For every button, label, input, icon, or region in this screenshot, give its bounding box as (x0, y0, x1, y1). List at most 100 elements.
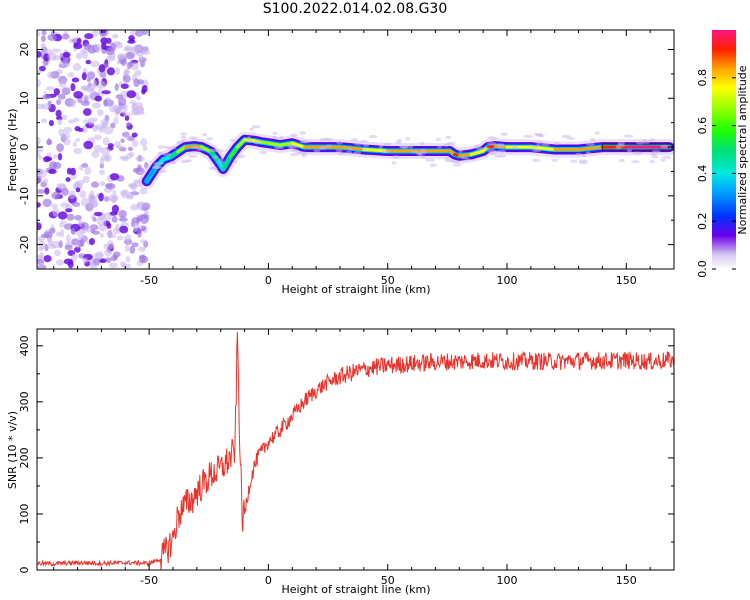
ridge-speck (350, 138, 358, 142)
noise-blob (107, 143, 114, 148)
ridge-speck (272, 131, 278, 135)
noise-blob (136, 96, 142, 101)
ridge-speck (360, 139, 368, 143)
noise-blob (38, 169, 47, 179)
noise-blob (67, 72, 75, 78)
ridge-speck (391, 161, 397, 165)
noise-blob (93, 211, 103, 217)
colorbar-tick-label: 0.6 (696, 117, 709, 135)
noise-blob (104, 248, 113, 257)
ridge-speck (180, 159, 189, 164)
colorbar-tick-label: 0.0 (696, 260, 709, 278)
ridge-speck (594, 131, 601, 135)
noise-blob (76, 38, 82, 45)
ridge-speck (325, 144, 333, 148)
noise-blob (81, 163, 89, 168)
noise-blob (130, 45, 141, 55)
ridge-speck (354, 142, 363, 146)
noise-blob (138, 246, 146, 252)
ridge-speck (449, 160, 460, 164)
noise-blob (133, 107, 141, 114)
noise-blob (43, 231, 53, 239)
ridge-speck (157, 145, 167, 149)
noise-blob (73, 91, 84, 99)
ridge-core-segment (469, 149, 485, 156)
noise-blob (57, 153, 63, 161)
ridge-speck (286, 144, 295, 148)
ridge-speck (381, 149, 390, 154)
noise-blob (72, 141, 78, 148)
ridge-speck (483, 146, 490, 150)
ridge-speck (500, 132, 509, 136)
noise-blob (115, 41, 123, 49)
noise-blob (93, 43, 102, 52)
noise-blob (114, 83, 119, 91)
ridge-speck (335, 149, 343, 153)
ridge-speck (531, 148, 542, 153)
y-tick-label: 300 (18, 391, 31, 412)
noise-blob (52, 48, 61, 53)
noise-blob (73, 147, 83, 155)
noise-blob (55, 109, 62, 118)
ridge-speck (442, 143, 450, 147)
ridge-speck (208, 166, 218, 171)
noise-blob (120, 261, 126, 267)
ridge-speck (345, 150, 353, 155)
noise-blob (124, 134, 130, 140)
snr-frame (36, 328, 675, 571)
noise-blob (135, 156, 145, 162)
noise-blob (37, 50, 42, 58)
ridge-speck (217, 158, 224, 162)
ridge-speck (570, 159, 578, 163)
figure-title: S100.2022.014.02.08.G30 (262, 1, 448, 17)
noise-blob (127, 146, 134, 152)
noise-blob (103, 99, 108, 107)
noise-blob (98, 64, 106, 73)
noise-blob (133, 224, 140, 230)
ridge-speck (246, 136, 252, 140)
ridge-speck (581, 153, 587, 158)
y-tick-label: 200 (18, 447, 31, 468)
ridge-speck (347, 147, 353, 151)
noise-blob (75, 187, 81, 193)
ridge-speck (635, 141, 646, 145)
noise-blob (58, 93, 66, 100)
ridge-speck (419, 148, 426, 152)
spectrogram-panel: -50 0 50 100 150 -20 -10 0 10 20 Height of strai… (6, 29, 675, 296)
spectrogram-y-ticks: -20 -10 0 10 20 (18, 43, 674, 270)
ridge-speck (202, 133, 208, 137)
noise-blob (106, 67, 115, 76)
ridge-speck (575, 152, 582, 156)
noise-blob (42, 178, 49, 184)
ridge-speck (158, 169, 168, 173)
ridge-speck (649, 152, 657, 156)
noise-blob (124, 115, 130, 121)
ridge-speck (651, 155, 659, 159)
noise-blob (77, 231, 85, 240)
ridge-speck (617, 141, 625, 145)
x-tick-label: 0 (265, 574, 272, 587)
noise-blob (48, 120, 55, 127)
colorbar-tick-label: 0.4 (696, 165, 709, 183)
ridge-speck (487, 136, 498, 140)
noise-blob (37, 189, 45, 194)
ridge-speck (566, 136, 575, 140)
noise-blob (117, 105, 128, 114)
ridge-speck (418, 151, 427, 155)
noise-blob (103, 212, 112, 221)
noise-blob (126, 90, 137, 99)
ridge-speck (353, 151, 362, 155)
noise-blob (113, 116, 119, 125)
noise-blob (78, 239, 83, 248)
noise-blob (56, 183, 67, 190)
ridge-speck (539, 134, 545, 138)
ridge-core-segment (145, 165, 158, 183)
noise-blob (75, 52, 83, 60)
noise-blob (124, 45, 133, 52)
ridge-speck (165, 145, 170, 150)
ridge-speck (585, 151, 591, 155)
ridge-speck (648, 138, 655, 142)
noise-blob (87, 227, 92, 233)
noise-blob (129, 245, 136, 254)
noise-blob (119, 225, 129, 234)
